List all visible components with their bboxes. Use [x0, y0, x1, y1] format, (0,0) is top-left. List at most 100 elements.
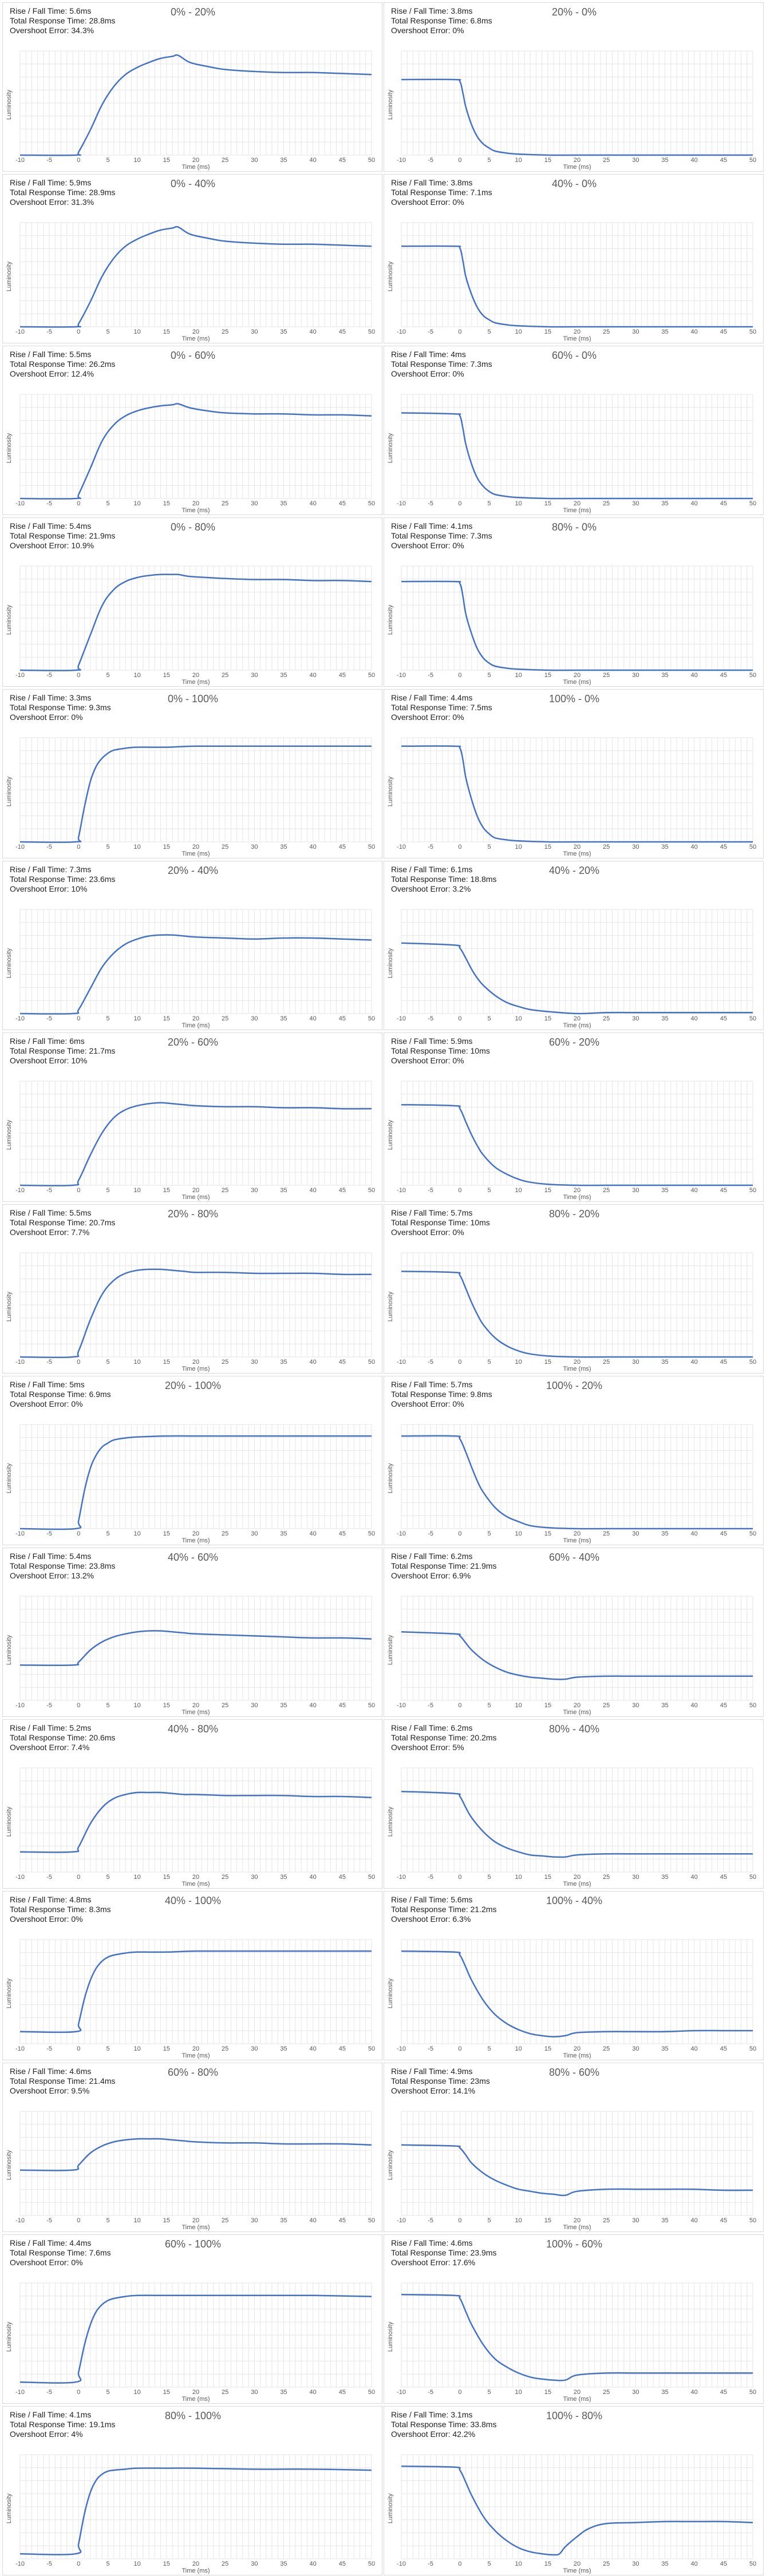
chart-title: 100% - 20%	[546, 1380, 603, 1391]
x-tick-label: 15	[163, 844, 170, 850]
x-tick-label: 35	[661, 1702, 668, 1709]
chart-panel: Rise / Fall Time: 5.9ms Total Response Ti…	[384, 1032, 764, 1202]
x-tick-label: 20	[574, 157, 581, 164]
x-tick-label: 20	[192, 2217, 199, 2224]
line-chart: -10 -5 0 5 10 15 20 25 30 35 40 45 50 Time (ms) Lumino…	[6, 1252, 375, 1372]
total-response-time: Total Response Time: 7.6ms	[10, 2248, 111, 2257]
x-tick-label: 10	[134, 157, 141, 164]
chart-title: 20% - 40%	[167, 865, 219, 876]
x-tick-label: 45	[720, 1359, 727, 1366]
x-tick-label: 20	[574, 1015, 581, 1022]
x-tick-label: -10	[397, 1874, 406, 1881]
x-tick-label: 50	[368, 844, 375, 850]
rise-fall-time: Rise / Fall Time: 7.3ms	[10, 865, 92, 874]
x-axis-label: Time (ms)	[563, 2567, 591, 2574]
rise-fall-time: Rise / Fall Time: 6ms	[10, 1036, 85, 1046]
response-stats: Rise / Fall Time: 4.6ms Total Response Ti…	[10, 2067, 115, 2096]
x-tick-label: 30	[251, 1530, 258, 1537]
x-tick-label: 40	[691, 1187, 698, 1194]
overshoot-error: Overshoot Error: 0%	[391, 26, 464, 35]
x-tick-label: 0	[458, 672, 461, 679]
x-tick-label: 10	[515, 1359, 522, 1366]
total-response-time: Total Response Time: 33.8ms	[391, 2420, 497, 2429]
x-axis-label: Time (ms)	[181, 2396, 210, 2403]
y-axis-label: Luminosity	[6, 89, 13, 120]
x-tick-label: 45	[339, 844, 346, 850]
x-tick-label: 30	[632, 2389, 639, 2396]
y-axis-label: Luminosity	[6, 1291, 13, 1321]
x-tick-label: -5	[428, 2045, 433, 2052]
x-tick-label: -10	[15, 157, 25, 164]
chart-title: 80% - 60%	[548, 2067, 600, 2078]
total-response-time: Total Response Time: 7.3ms	[391, 359, 492, 369]
x-tick-label: 25	[222, 2045, 228, 2052]
line-chart: -10 -5 0 5 10 15 20 25 30 35 40 45 50 Time (ms) Lumino…	[387, 909, 756, 1029]
chart-title: 40% - 100%	[164, 1895, 222, 1906]
total-response-time: Total Response Time: 21.7ms	[10, 1046, 116, 1055]
x-tick-label: 30	[251, 500, 258, 507]
x-tick-label: 20	[192, 1702, 199, 1709]
chart-title: 20% - 100%	[164, 1380, 222, 1391]
x-tick-label: -5	[428, 2389, 433, 2396]
response-stats: Rise / Fall Time: 4.9ms Total Response Ti…	[391, 2067, 490, 2096]
x-tick-label: -10	[397, 2389, 406, 2396]
x-tick-label: 30	[251, 1359, 258, 1366]
series-line	[19, 403, 372, 500]
total-response-time: Total Response Time: 28.8ms	[10, 16, 116, 25]
chart-panel: Rise / Fall Time: 3.1ms Total Response Ti…	[384, 2406, 764, 2575]
x-tick-label: 15	[544, 672, 551, 679]
rise-fall-time: Rise / Fall Time: 3.1ms	[391, 2410, 473, 2419]
response-stats: Rise / Fall Time: 3.8ms Total Response Ti…	[391, 178, 492, 207]
x-tick-label: 30	[632, 844, 639, 850]
x-tick-label: 45	[339, 2045, 346, 2052]
response-stats: Rise / Fall Time: 5.6ms Total Response Ti…	[10, 6, 115, 35]
x-axis-label: Time (ms)	[563, 1366, 591, 1372]
x-tick-label: 45	[720, 2561, 727, 2567]
x-tick-label: 5	[106, 1874, 109, 1881]
chart-title: 100% - 60%	[546, 2238, 603, 2250]
rise-fall-time: Rise / Fall Time: 5.6ms	[391, 1895, 473, 1904]
x-tick-label: 50	[749, 1015, 756, 1022]
overshoot-error: Overshoot Error: 0%	[391, 541, 464, 550]
y-axis-label: Luminosity	[6, 2493, 13, 2523]
x-tick-label: -5	[46, 2045, 52, 2052]
x-tick-label: 0	[77, 1530, 80, 1537]
x-tick-label: -5	[428, 2561, 433, 2567]
y-axis-label: Luminosity	[6, 2150, 13, 2180]
x-tick-label: 35	[280, 2045, 287, 2052]
chart-panel: Rise / Fall Time: 4.6ms Total Response Ti…	[2, 2063, 382, 2232]
x-tick-label: 25	[222, 844, 228, 850]
x-tick-label: 10	[515, 1702, 522, 1709]
x-tick-label: -5	[428, 1187, 433, 1194]
x-tick-label: 20	[192, 329, 199, 335]
x-tick-label: 20	[574, 2561, 581, 2567]
series-line	[401, 78, 753, 156]
x-tick-label: 50	[368, 2389, 375, 2396]
line-chart: -10 -5 0 5 10 15 20 25 30 35 40 45 50 Time (ms) Lumino…	[387, 222, 756, 342]
x-tick-label: 0	[458, 500, 461, 507]
x-tick-label: 5	[487, 672, 491, 679]
chart-panel: Rise / Fall Time: 3.8ms Total Response Ti…	[384, 2, 764, 172]
x-axis-label: Time (ms)	[181, 1537, 210, 1544]
x-tick-label: 30	[251, 2561, 258, 2567]
rise-fall-time: Rise / Fall Time: 3.3ms	[10, 693, 92, 702]
x-tick-label: 15	[163, 1530, 170, 1537]
x-tick-label: 10	[134, 1874, 141, 1881]
x-tick-label: 35	[280, 1874, 287, 1881]
x-tick-label: 45	[339, 1530, 346, 1537]
x-tick-label: 35	[280, 2561, 287, 2567]
x-tick-label: 40	[310, 844, 317, 850]
x-tick-label: -10	[397, 2217, 406, 2224]
x-tick-label: 10	[515, 1015, 522, 1022]
x-axis-label: Time (ms)	[181, 164, 210, 171]
x-tick-label: 20	[192, 1530, 199, 1537]
x-tick-label: -10	[15, 500, 25, 507]
x-tick-label: 25	[603, 500, 610, 507]
x-tick-label: 35	[280, 844, 287, 850]
total-response-time: Total Response Time: 21.2ms	[391, 1905, 497, 1914]
x-tick-label: 40	[310, 1359, 317, 1366]
x-tick-label: 5	[487, 2045, 491, 2052]
overshoot-error: Overshoot Error: 0%	[10, 1399, 83, 1408]
series-line	[19, 1435, 372, 1530]
x-tick-label: 5	[487, 1874, 491, 1881]
